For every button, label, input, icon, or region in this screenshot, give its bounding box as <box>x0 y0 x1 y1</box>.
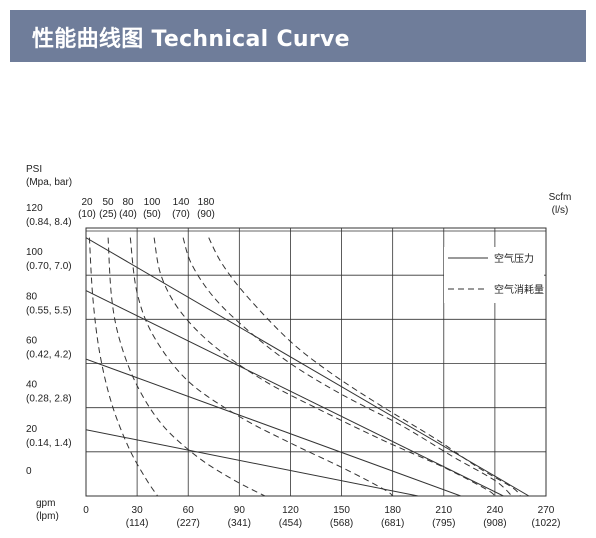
x-tick-sublabel: (341) <box>228 518 251 529</box>
y-axis-unit: PSI <box>26 164 42 175</box>
y-tick-sublabel: (0.14, 1.4) <box>26 438 72 449</box>
x-tick-label: 270 <box>538 505 555 516</box>
top-tick-label: 140 <box>173 197 190 208</box>
air-pressure-curve <box>86 429 419 496</box>
x-axis-unit: gpm <box>36 498 55 509</box>
air-consumption-curve <box>182 237 513 496</box>
top-tick-label: 20 <box>81 197 93 208</box>
x-tick-label: 210 <box>435 505 452 516</box>
y-tick-sublabel: (0.84, 8.4) <box>26 217 72 228</box>
y-tick-sublabel: (0.70, 7.0) <box>26 261 72 272</box>
air-consumption-curve <box>107 237 266 496</box>
x-tick-sublabel: (908) <box>483 518 506 529</box>
x-tick-sublabel: (795) <box>432 518 455 529</box>
top-tick-sublabel: (10) <box>78 209 96 220</box>
air-pressure-curve <box>86 358 461 496</box>
x-tick-sublabel: (454) <box>279 518 302 529</box>
y-tick-label: 80 <box>26 291 38 302</box>
x-tick-label: 120 <box>282 505 299 516</box>
x-tick-sublabel: (114) <box>126 518 149 529</box>
top-tick-label: 100 <box>144 197 161 208</box>
legend-label-consumption: 空气消耗量 <box>494 283 544 296</box>
y-tick-label: 100 <box>26 247 43 258</box>
y-tick-label: 40 <box>26 380 38 391</box>
top-tick-sublabel: (40) <box>119 209 137 220</box>
air-consumption-curve <box>208 237 521 496</box>
y-tick-label: 60 <box>26 336 38 347</box>
y-tick-label: 0 <box>26 466 32 477</box>
top-tick-label: 180 <box>198 197 215 208</box>
x-tick-label: 60 <box>183 505 195 516</box>
x-tick-label: 90 <box>234 505 246 516</box>
y-tick-sublabel: (0.28, 2.8) <box>26 394 72 405</box>
y-tick-sublabel: (0.42, 4.2) <box>26 350 72 361</box>
top-tick-sublabel: (90) <box>197 209 215 220</box>
x-tick-label: 30 <box>132 505 144 516</box>
top-axis-unit: Scfm <box>549 192 572 203</box>
x-axis-unit-sub: (lpm) <box>36 511 59 522</box>
y-tick-sublabel: (0.55, 5.5) <box>26 305 72 316</box>
air-consumption-curve <box>88 237 159 496</box>
plot-frame <box>85 227 547 497</box>
top-tick-label: 80 <box>122 197 134 208</box>
x-tick-label: 240 <box>487 505 504 516</box>
y-axis-unit-sub: (Mpa, bar) <box>26 177 72 188</box>
top-tick-sublabel: (50) <box>143 209 161 220</box>
page-title: 性能曲线图 Technical Curve <box>32 27 350 52</box>
legend-box <box>444 247 544 303</box>
x-tick-sublabel: (681) <box>381 518 404 529</box>
y-tick-label: 120 <box>26 203 43 214</box>
air-pressure-curve <box>86 290 504 496</box>
legend-label-pressure: 空气压力 <box>494 252 534 265</box>
air-pressure-curve <box>86 237 530 496</box>
air-consumption-curve <box>129 237 394 496</box>
x-tick-sublabel: (1022) <box>532 518 561 529</box>
air-consumption-curve <box>153 237 496 496</box>
top-axis-unit-sub: (l/s) <box>552 205 569 216</box>
header-bar: 性能曲线图 Technical Curve <box>10 10 586 62</box>
top-tick-sublabel: (70) <box>172 209 190 220</box>
x-tick-label: 0 <box>83 505 89 516</box>
y-tick-label: 20 <box>26 424 38 435</box>
x-tick-label: 180 <box>384 505 401 516</box>
top-tick-sublabel: (25) <box>99 209 117 220</box>
x-tick-sublabel: (568) <box>330 518 353 529</box>
x-tick-label: 150 <box>333 505 350 516</box>
x-tick-sublabel: (227) <box>177 518 200 529</box>
top-tick-label: 50 <box>102 197 114 208</box>
